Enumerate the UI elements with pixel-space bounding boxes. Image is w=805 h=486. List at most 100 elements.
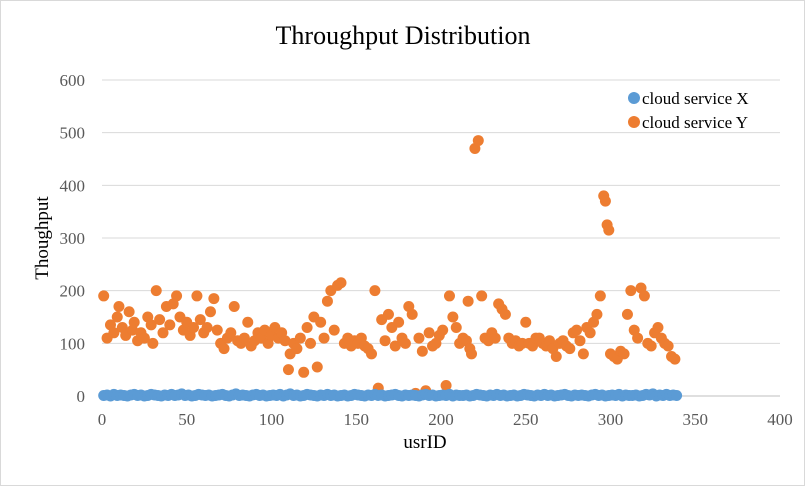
data-point <box>389 340 401 352</box>
data-point <box>447 311 459 323</box>
data-point <box>328 324 340 336</box>
data-point <box>128 316 140 328</box>
data-point <box>238 332 250 344</box>
data-point <box>594 290 606 302</box>
data-point <box>188 322 200 334</box>
x-tick-label: 0 <box>98 410 107 429</box>
data-point <box>145 319 157 331</box>
data-point <box>369 285 381 297</box>
data-point <box>321 295 333 307</box>
x-tick-label: 50 <box>178 410 195 429</box>
y-tick-label: 200 <box>60 282 86 301</box>
gridlines <box>102 79 780 397</box>
data-point <box>399 337 411 349</box>
data-point <box>171 290 183 302</box>
y-tick-labels: 0 100 200 300 400 500 600 <box>60 71 86 406</box>
data-point <box>662 340 674 352</box>
data-point <box>437 324 449 336</box>
data-point <box>318 332 330 344</box>
data-point <box>599 195 611 207</box>
data-point <box>466 348 478 360</box>
legend: cloud service X cloud service Y <box>628 89 749 132</box>
data-point <box>413 332 425 344</box>
data-point <box>550 351 562 362</box>
x-tick-labels: 0 50 100 150 200 250 300 350 400 <box>98 410 793 429</box>
data-point <box>315 316 327 328</box>
data-point <box>150 285 162 297</box>
y-tick-label: 400 <box>60 176 86 195</box>
data-point <box>632 332 644 344</box>
data-point <box>499 308 511 320</box>
data-point <box>123 306 135 318</box>
y-axis-label: Thoughput <box>32 196 53 280</box>
data-point <box>440 379 452 391</box>
data-point <box>294 332 306 344</box>
series-x <box>98 388 683 402</box>
data-point <box>98 290 110 302</box>
x-tick-label: 150 <box>344 410 370 429</box>
data-point <box>462 295 474 307</box>
data-point <box>111 311 123 323</box>
y-tick-label: 500 <box>60 124 86 143</box>
y-tick-label: 300 <box>60 229 86 248</box>
data-point <box>211 324 223 336</box>
data-point <box>591 308 603 320</box>
data-point <box>625 285 637 297</box>
data-point <box>443 290 455 302</box>
x-tick-label: 400 <box>767 410 793 429</box>
data-point <box>298 366 310 378</box>
data-point <box>191 290 203 302</box>
data-point <box>645 340 657 352</box>
data-point <box>147 337 159 349</box>
data-point <box>603 224 615 236</box>
chart-title: Throughput Distribution <box>276 21 531 50</box>
data-point <box>304 337 316 349</box>
y-tick-label: 100 <box>60 334 86 353</box>
data-point <box>577 348 589 360</box>
data-point <box>279 335 291 347</box>
data-point <box>476 290 488 302</box>
data-point <box>301 322 313 334</box>
data-point <box>669 353 681 365</box>
data-point <box>138 332 150 344</box>
data-point <box>311 361 323 373</box>
data-point <box>164 319 176 331</box>
data-point <box>393 316 405 328</box>
data-point <box>108 327 120 339</box>
y-tick-label: 0 <box>77 387 86 406</box>
data-point <box>671 389 683 401</box>
data-point <box>489 332 501 344</box>
y-tick-label: 600 <box>60 71 86 90</box>
data-point <box>291 343 303 355</box>
data-point <box>379 335 391 347</box>
data-point <box>157 327 169 339</box>
legend-marker <box>628 116 640 128</box>
data-point <box>218 343 230 355</box>
data-point <box>618 348 630 360</box>
data-point <box>282 364 294 376</box>
x-tick-label: 200 <box>428 410 454 429</box>
legend-label: cloud service X <box>642 89 749 108</box>
x-tick-label: 300 <box>598 410 624 429</box>
data-point <box>584 327 596 339</box>
x-tick-label: 350 <box>683 410 709 429</box>
data-point <box>571 324 583 336</box>
data-point <box>194 314 206 326</box>
x-tick-label: 250 <box>513 410 539 429</box>
data-point <box>228 300 240 312</box>
legend-label: cloud service Y <box>642 113 748 132</box>
x-axis-label: usrID <box>403 432 446 453</box>
data-point <box>574 335 586 347</box>
series-y <box>98 135 681 399</box>
data-point <box>638 290 650 302</box>
data-point <box>382 308 394 320</box>
data-point <box>242 316 254 328</box>
data-point <box>621 308 633 320</box>
data-point <box>416 345 428 357</box>
data-point <box>366 348 378 360</box>
data-point <box>423 327 435 339</box>
data-point <box>225 327 237 339</box>
data-point <box>154 314 166 326</box>
